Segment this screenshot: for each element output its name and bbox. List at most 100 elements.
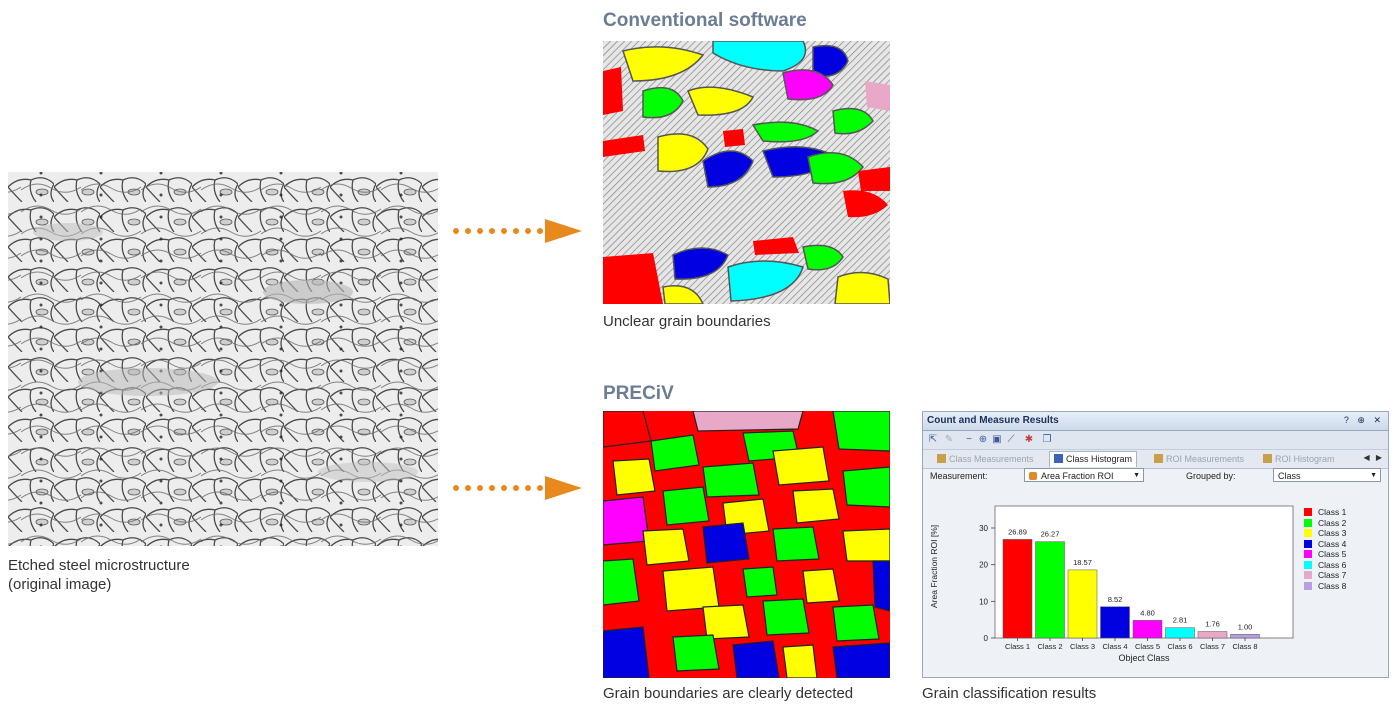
panel-toolbar: ⇱ ✎ − ⊕ ▣ ⟋ ✱ ❐ <box>923 431 1388 450</box>
conventional-result-image <box>603 41 890 304</box>
zoom-out-icon[interactable]: − <box>966 434 972 445</box>
legend-swatch <box>1304 581 1312 590</box>
y-tick-label: 30 <box>979 524 988 533</box>
table-icon <box>937 454 946 463</box>
bar-1 <box>1002 539 1033 639</box>
legend-label: Class 4 <box>1318 538 1347 549</box>
x-tick-labels: Class 1 Class 2 Class 3 Class 4 Class 5 Class… <box>1005 638 1258 651</box>
tab-class-histogram[interactable]: Class Histogram <box>1049 451 1138 467</box>
chevron-down-icon: ▼ <box>1370 472 1377 479</box>
grouped-by-label: Grouped by: <box>1186 471 1236 481</box>
bar-8 <box>1230 634 1260 639</box>
legend-item: Class 4 <box>1304 539 1346 550</box>
x-tick-label: Class 8 <box>1232 642 1257 651</box>
legend-label: Class 3 <box>1318 528 1347 538</box>
tab-label: ROI Histogram <box>1275 454 1335 464</box>
preciv-heading: PRECiV <box>603 383 674 404</box>
table-icon <box>1154 454 1163 463</box>
histogram-icon <box>1054 454 1063 463</box>
measurement-label: Measurement: <box>930 471 988 481</box>
x-tick-label: Class 3 <box>1070 642 1095 651</box>
conventional-heading: Conventional software <box>603 10 807 31</box>
tab-class-measurements[interactable]: Class Measurements <box>933 452 1038 467</box>
legend-label: Class 7 <box>1318 570 1347 580</box>
histogram-icon <box>1263 454 1272 463</box>
original-caption-line1: Etched steel microstructure <box>8 557 190 574</box>
tab-scroll-arrows-icon[interactable]: ◀ ▶ <box>1363 453 1384 462</box>
zoom-in-icon[interactable]: ⊕ <box>978 434 988 445</box>
legend-item: Class 5 <box>1304 549 1346 560</box>
y-tick-label: 0 <box>984 634 989 643</box>
tab-label: Class Histogram <box>1066 454 1133 464</box>
bar-value-label: 18.57 <box>1073 558 1092 567</box>
bar-2 <box>1035 541 1065 639</box>
tab-roi-histogram[interactable]: ROI Histogram <box>1259 452 1339 467</box>
legend-item: Class 2 <box>1304 518 1346 529</box>
legend-swatch <box>1304 571 1312 579</box>
legend-swatch <box>1304 550 1312 558</box>
edit-icon[interactable]: ✎ <box>944 434 954 445</box>
grouped-by-select[interactable]: Class ▼ <box>1273 468 1381 482</box>
bar-value-label: 2.81 <box>1173 616 1188 625</box>
original-caption-line2: (original image) <box>8 576 112 593</box>
bar-5 <box>1132 620 1163 639</box>
bar-value-label: 4.80 <box>1140 608 1155 617</box>
grouped-by-value: Class <box>1278 471 1301 481</box>
legend-swatch <box>1304 539 1312 548</box>
results-caption: Grain classification results <box>922 685 1097 702</box>
line-chart-icon[interactable]: ⟋ <box>1007 434 1015 445</box>
x-tick-label: Class 5 <box>1135 642 1160 651</box>
preciv-result-image <box>603 411 890 678</box>
legend-label: Class 2 <box>1318 517 1347 528</box>
controls-row: Measurement: Area Fraction ROI ▼ Grouped … <box>923 468 1388 490</box>
x-tick-label: Class 4 <box>1102 642 1127 651</box>
panel-title: Count and Measure Results <box>927 415 1059 426</box>
legend-swatch <box>1304 518 1312 527</box>
bar-7 <box>1197 631 1228 639</box>
bars-group: 26.89 26.27 18.57 8.52 4.80 2.81 1.76 1.00 <box>1002 527 1260 639</box>
y-tick-label: 20 <box>979 561 988 570</box>
tab-label: Class Measurements <box>949 454 1034 464</box>
y-axis-title: Area Fraction ROI [%] <box>929 525 939 608</box>
arrow-to-preciv <box>453 476 582 500</box>
panel-tabs: Class Measurements Class Histogram ROI M… <box>923 450 1388 469</box>
measurement-icon <box>1029 472 1037 480</box>
original-micrograph <box>8 172 438 546</box>
legend-label: Class 6 <box>1318 559 1347 570</box>
tab-label: ROI Measurements <box>1166 454 1245 464</box>
bar-value-label: 8.52 <box>1108 595 1123 604</box>
chart-legend: Class 1 Class 2 Class 3 Class 4 Class 5 Class… <box>1304 507 1346 591</box>
export-icon[interactable]: ⇱ <box>928 434 938 445</box>
tab-roi-measurements[interactable]: ROI Measurements <box>1150 452 1248 467</box>
preciv-caption: Grain boundaries are clearly detected <box>603 685 854 702</box>
x-tick-label: Class 6 <box>1167 642 1192 651</box>
measurement-value: Area Fraction ROI <box>1041 471 1114 481</box>
legend-item: Class 7 <box>1304 570 1346 581</box>
class-histogram-chart: 0 10 20 30 26.89 26.27 18.57 8.52 4.80 2.81 1.76 1… <box>929 505 1294 663</box>
legend-item: Class 1 <box>1304 507 1346 518</box>
chevron-down-icon: ▼ <box>1133 472 1140 479</box>
bar-value-label: 26.89 <box>1008 527 1027 536</box>
bar-6 <box>1165 627 1195 639</box>
legend-swatch <box>1304 508 1312 516</box>
legend-label: Class 8 <box>1318 580 1347 591</box>
legend-item: Class 8 <box>1304 581 1346 592</box>
count-measure-results-panel: Count and Measure Results ? ⊕ ✕ ⇱ ✎ − ⊕ … <box>922 411 1389 678</box>
legend-label: Class 1 <box>1318 507 1347 517</box>
x-tick-label: Class 1 <box>1005 642 1030 651</box>
bar-3 <box>1067 569 1098 639</box>
legend-item: Class 3 <box>1304 528 1346 539</box>
x-axis-title: Object Class <box>1118 653 1170 663</box>
settings-icon[interactable]: ✱ <box>1024 434 1034 445</box>
copy-icon[interactable]: ❐ <box>1042 434 1052 445</box>
measurement-select[interactable]: Area Fraction ROI ▼ <box>1024 468 1144 482</box>
panel-titlebar: Count and Measure Results ? ⊕ ✕ <box>923 412 1388 431</box>
x-tick-label: Class 7 <box>1200 642 1225 651</box>
fit-icon[interactable]: ▣ <box>992 434 1002 445</box>
panel-window-controls[interactable]: ? ⊕ ✕ <box>1343 415 1384 425</box>
arrow-to-conventional <box>453 219 582 243</box>
legend-swatch <box>1304 560 1312 569</box>
bar-value-label: 1.76 <box>1205 620 1220 629</box>
bar-value-label: 26.27 <box>1041 530 1060 539</box>
x-tick-label: Class 2 <box>1037 642 1062 651</box>
